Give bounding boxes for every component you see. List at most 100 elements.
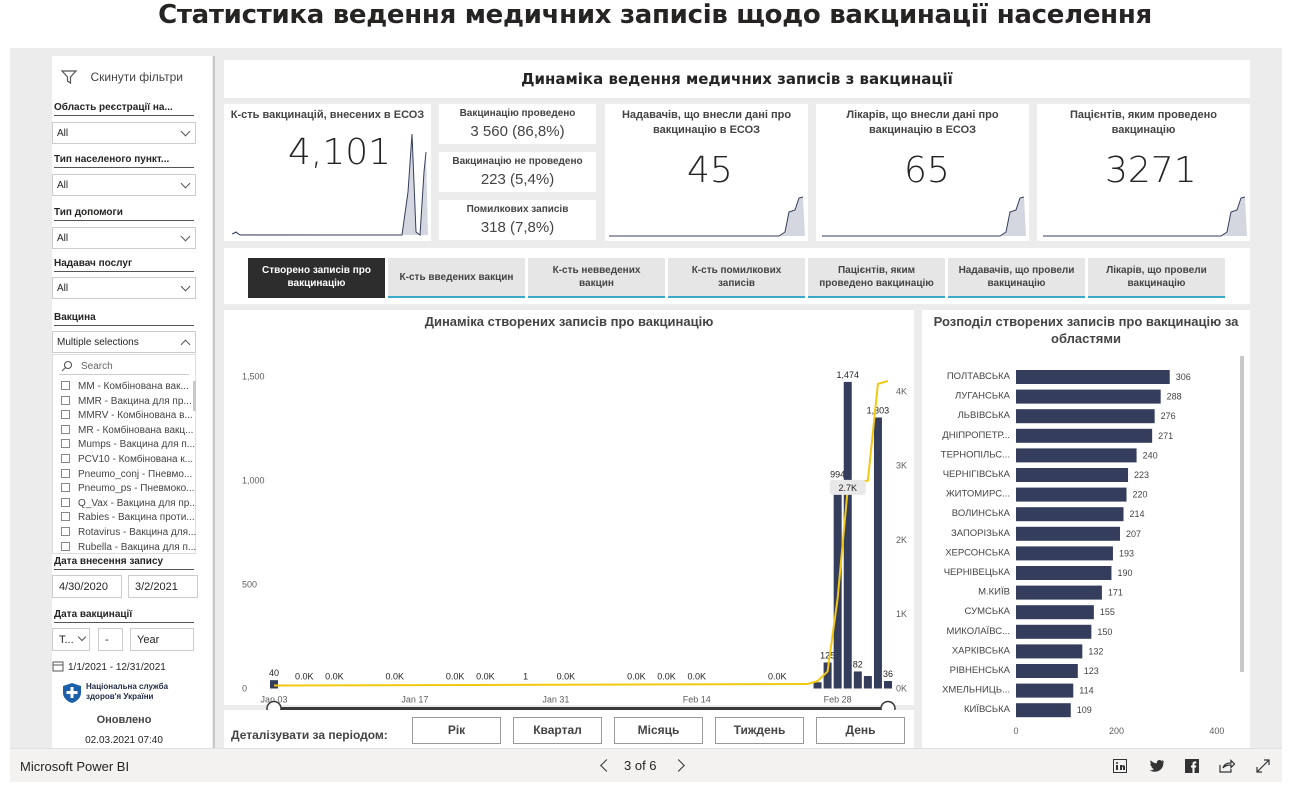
filter-dropdown-provider[interactable]: All: [52, 277, 196, 299]
metric-tab[interactable]: Лікарів, що провели вакцинацію: [1088, 258, 1225, 298]
vaccine-option[interactable]: Mumps - Вакцина для п...: [61, 439, 196, 453]
bar[interactable]: [873, 417, 882, 689]
metric-tab[interactable]: К-сть помилкових записів: [668, 258, 805, 298]
kpi-providers-card[interactable]: Надавачів, що внесли дані про вакцинацію…: [605, 104, 808, 241]
filter-dropdown-care-type[interactable]: All: [52, 227, 196, 249]
checkbox[interactable]: [61, 497, 70, 507]
vaccine-option[interactable]: MMR - Вакцина для пр...: [61, 395, 196, 410]
region-bar[interactable]: [1016, 664, 1078, 678]
filter-dropdown-region[interactable]: All: [52, 122, 196, 144]
kpi-doctors-card[interactable]: Лікарів, що внесли дані про вакцинацію в…: [816, 104, 1029, 241]
region-bar[interactable]: [1016, 605, 1094, 620]
region-bar[interactable]: [1016, 566, 1112, 580]
checkbox[interactable]: [61, 410, 70, 420]
main-title: Динаміка ведення медичних записів з вакц…: [521, 70, 953, 88]
checkbox[interactable]: [61, 468, 70, 478]
kpi-patients-card[interactable]: Пацієнтів, яким проведено вакцинацію 327…: [1037, 104, 1250, 241]
checkbox[interactable]: [61, 395, 70, 405]
metric-tab[interactable]: К-сть введених вакцин: [388, 258, 525, 298]
region-bar[interactable]: [1016, 644, 1083, 659]
checkbox[interactable]: [61, 439, 70, 449]
vaccine-option[interactable]: MR - Комбінована вакц...: [61, 424, 196, 439]
region-label: ВОЛИНСЬКА: [952, 508, 1011, 519]
entry-date-from[interactable]: 4/30/2020: [52, 575, 122, 598]
period-day-button[interactable]: День: [816, 717, 905, 744]
vaccine-option[interactable]: Pneumo_conj - Пневмо...: [61, 468, 196, 483]
bar[interactable]: [863, 676, 872, 689]
date-separator[interactable]: -: [98, 628, 123, 651]
region-bar[interactable]: [1016, 468, 1129, 482]
entry-date-to[interactable]: 3/2/2021: [128, 575, 198, 598]
bar[interactable]: [843, 381, 852, 689]
list-scrollbar[interactable]: [193, 381, 196, 411]
next-page-icon[interactable]: [672, 759, 685, 772]
checkbox[interactable]: [61, 381, 70, 390]
region-bar[interactable]: [1016, 624, 1092, 639]
powerbi-brand[interactable]: Microsoft Power BI: [20, 759, 130, 774]
facebook-icon[interactable]: [1185, 759, 1199, 773]
bar[interactable]: [853, 671, 862, 689]
chevron-down-icon: [180, 126, 191, 137]
linkedin-icon[interactable]: [1113, 759, 1127, 773]
share-icon[interactable]: [1219, 759, 1235, 773]
filter-dropdown-vaccine[interactable]: Multiple selections: [52, 331, 196, 353]
checkbox[interactable]: [61, 512, 70, 522]
reset-filters-button[interactable]: Скинути фільтри: [60, 68, 183, 86]
vaccine-search[interactable]: Search: [59, 359, 189, 375]
region-bar[interactable]: [1016, 428, 1153, 443]
vaccine-option[interactable]: PCV10 - Комбінована к...: [61, 454, 196, 468]
y-tick-label: 1,000: [242, 476, 265, 486]
checkbox[interactable]: [61, 527, 70, 536]
vaccination-date-range[interactable]: 1/1/2021 - 12/31/2021: [52, 660, 166, 673]
cumulative-line[interactable]: [273, 379, 889, 687]
region-x-tick: 200: [1109, 726, 1124, 736]
date-type-select[interactable]: T...: [52, 628, 90, 651]
period-month-button[interactable]: Місяць: [614, 717, 703, 744]
twitter-icon[interactable]: [1149, 759, 1165, 773]
kpi-not-done-card[interactable]: Вакцинацію не проведено 223 (5,4%): [439, 152, 596, 192]
checkbox[interactable]: [61, 454, 70, 463]
region-bar[interactable]: [1016, 448, 1137, 463]
fullscreen-icon[interactable]: [1256, 759, 1270, 773]
metric-tab[interactable]: К-сть невведених вакцин: [528, 258, 665, 298]
bar[interactable]: [270, 680, 278, 689]
filter-dropdown-settlement[interactable]: All: [52, 174, 196, 196]
period-quarter-button[interactable]: Квартал: [513, 717, 602, 744]
region-chart-scrollbar[interactable]: [1240, 356, 1244, 672]
region-bar[interactable]: [1016, 585, 1102, 600]
region-bar[interactable]: [1016, 546, 1113, 561]
date-period-select[interactable]: Year: [130, 628, 194, 651]
region-bar[interactable]: [1016, 703, 1071, 718]
bar[interactable]: [823, 662, 832, 689]
checkbox[interactable]: [61, 541, 70, 551]
period-week-button[interactable]: Тиждень: [715, 717, 804, 744]
region-bar[interactable]: [1016, 389, 1161, 404]
kpi-total-card[interactable]: К-сть вакцинацій, внесених в ЕСОЗ 4,101: [224, 104, 431, 241]
bar[interactable]: [884, 681, 892, 689]
region-bar[interactable]: [1016, 487, 1127, 502]
metric-tab[interactable]: Створено записів про вакцинацію: [248, 258, 385, 298]
kpi-done-card[interactable]: Вакцинацію проведено 3 560 (86,8%): [439, 104, 596, 144]
kpi-errors-card[interactable]: Помилкових записів 318 (7,8%): [439, 200, 596, 240]
checkbox[interactable]: [61, 483, 70, 493]
vaccine-option[interactable]: Pneumo_ps - Пневмоко...: [61, 483, 196, 497]
vaccine-option[interactable]: MM - Комбінована вак...: [61, 381, 196, 395]
vaccine-option[interactable]: Q_Vax - Вакцина для пр...: [61, 497, 196, 512]
metric-tab[interactable]: Надавачів, що провели вакцинацію: [948, 258, 1085, 298]
vaccine-option[interactable]: Rabies - Вакцина проти...: [61, 512, 196, 526]
prev-page-icon[interactable]: [600, 759, 613, 772]
metric-tab[interactable]: Пацієнтів, яким проведено вакцинацію: [808, 258, 945, 298]
period-year-button[interactable]: Рік: [412, 717, 501, 744]
region-bar[interactable]: [1016, 370, 1170, 384]
vaccine-option[interactable]: MMRV - Комбінована в...: [61, 410, 196, 424]
bar[interactable]: [833, 481, 842, 689]
checkbox[interactable]: [61, 424, 70, 434]
bar-data-label: 82: [853, 659, 863, 669]
bar[interactable]: [813, 682, 822, 689]
region-bar[interactable]: [1016, 507, 1124, 522]
region-bar[interactable]: [1016, 409, 1155, 424]
vaccine-option[interactable]: Rotavirus - Вакцина для...: [61, 527, 196, 541]
region-bar[interactable]: [1016, 683, 1074, 698]
vaccine-option[interactable]: Rubella - Вакцина для п...: [61, 541, 196, 556]
region-bar[interactable]: [1016, 526, 1120, 541]
